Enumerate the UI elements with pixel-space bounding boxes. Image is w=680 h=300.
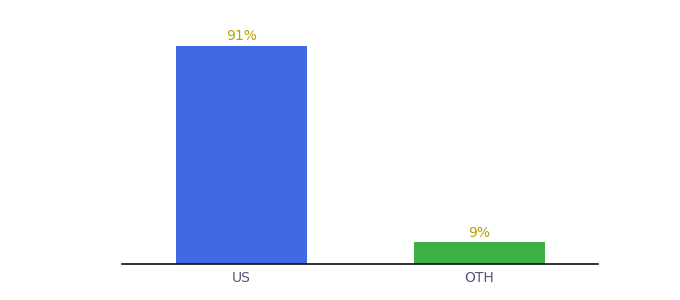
Bar [176,46,307,264]
Text: 91%: 91% [226,29,257,43]
Bar [414,242,545,264]
Text: 9%: 9% [469,226,490,239]
